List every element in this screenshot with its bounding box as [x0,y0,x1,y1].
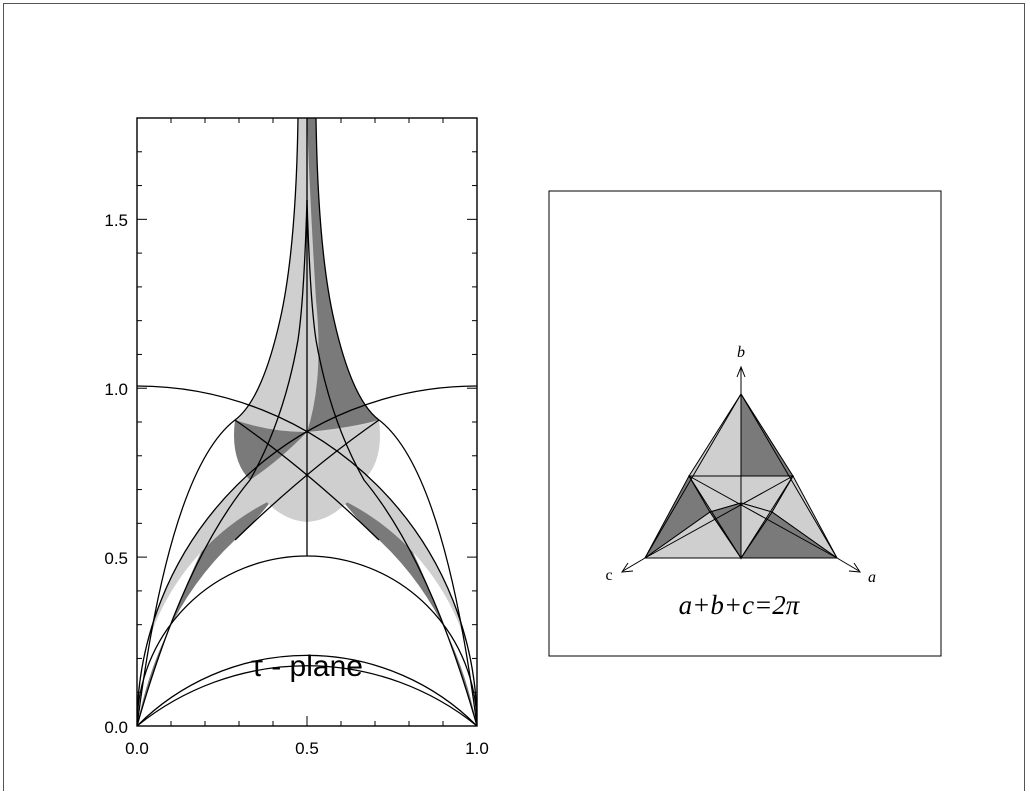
triangle-median [688,475,838,559]
c-axis-label: c [605,567,612,584]
triangle-panel-frame [548,190,942,657]
light-region [137,432,477,726]
y-tick-label: 1.0 [104,380,128,399]
axis-ticks [136,117,478,727]
x-tick-label: 0.5 [295,739,319,758]
triangle-light-region [688,392,742,477]
cusp-curve [315,118,477,726]
cusp-curve [137,199,308,726]
a-axis-arrow [836,557,860,572]
x-tick-label: 1.0 [465,739,489,758]
triangle-panel: b c a a+b+c=2π [548,190,942,657]
dark-region [307,118,379,432]
dark-region [234,420,307,480]
c-axis-arrow [622,557,646,572]
triangle-midline [688,475,742,559]
unit-circle-right [137,385,477,726]
cross-curve [234,419,380,541]
a-axis-label: a [868,569,876,586]
cusp-curve [137,118,299,726]
triangle-median [644,475,794,559]
a-arrowhead-icon [848,562,861,573]
dark-region [307,432,477,726]
y-tick-label: 1.5 [104,211,128,230]
y-tick-label: 0.5 [104,549,128,568]
b-axis-label: b [737,344,745,361]
tau-plane-label: τ - plane [251,650,363,683]
b-arrowhead-icon [736,365,746,378]
triangle-midline [740,475,794,559]
x-tick-label: 0.0 [125,739,149,758]
light-region [307,420,380,480]
tau-plane-plot: 0.0 0.5 1.0 0.0 0.5 1.0 1.5 τ - plane [104,117,489,758]
c-arrowhead-icon [621,562,634,573]
angle-sum-equation: a+b+c=2π [679,590,801,620]
page-frame [3,3,1025,791]
mid-arc [137,665,477,726]
triangle-dark-region [740,392,794,477]
y-tick-label: 0.0 [104,718,128,737]
cusp-curve [306,199,477,726]
dark-region [137,432,307,726]
unit-circle-left [137,385,477,726]
triangle-outline [644,393,838,559]
inner-arc [137,654,477,726]
